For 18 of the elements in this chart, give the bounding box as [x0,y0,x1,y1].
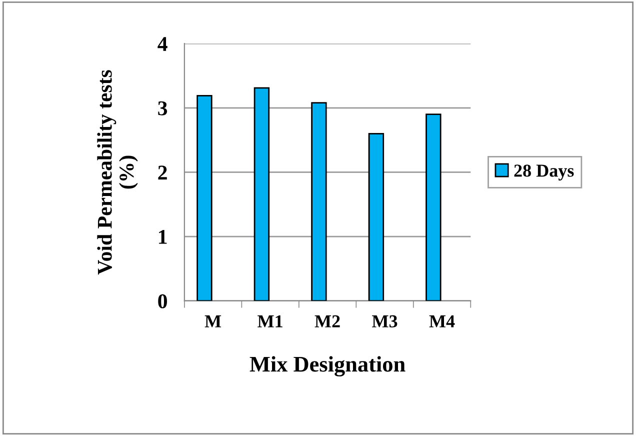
x-tick-label: M4 [429,315,455,328]
y-tick-label: 3 [158,101,168,116]
legend-label: 28 Days [514,164,574,180]
bar [311,102,327,301]
x-tick-label: M3 [372,315,398,328]
y-tick-label: 2 [158,166,167,180]
bar [254,87,270,301]
bar [368,132,384,301]
bar [196,94,212,301]
y-tick-label: 0 [158,294,167,308]
x-tick-label: M2 [314,315,340,328]
y-tick-label: 4 [158,37,168,51]
bar [426,114,442,301]
x-axis-title: Mix Designation [250,356,406,376]
x-tick-label: M1 [258,315,282,328]
y-tick-label: 1 [159,230,167,244]
y-axis-title: Void Permeability tests (%) [97,70,138,275]
x-tick-label: M [204,315,222,328]
